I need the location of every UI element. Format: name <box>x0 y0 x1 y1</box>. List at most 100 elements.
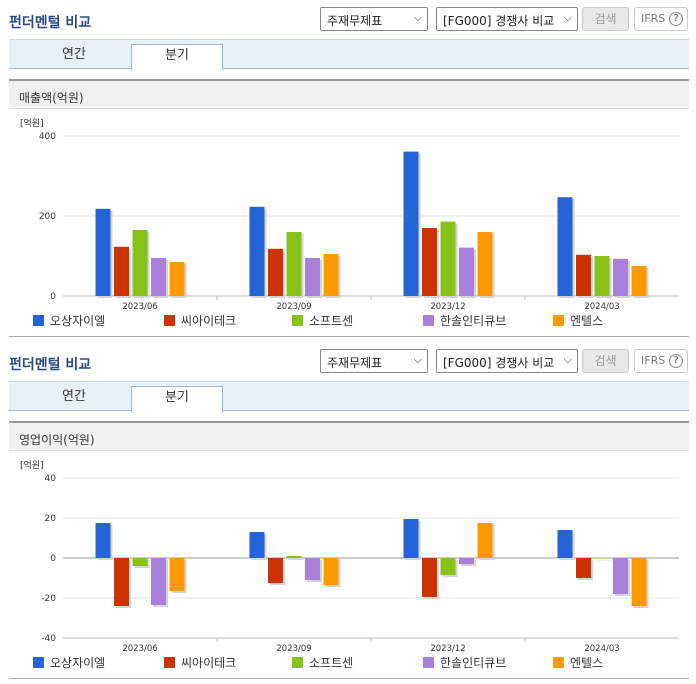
bar <box>305 258 320 296</box>
y-tick-label: 20 <box>45 514 57 524</box>
bar <box>268 248 283 296</box>
help-icon[interactable]: ? <box>669 354 683 368</box>
legend-swatch <box>423 315 434 326</box>
bar <box>576 558 591 578</box>
unit-label: [억원] <box>20 117 44 129</box>
select-value: 주재무제표 <box>327 356 383 370</box>
y-tick-label: -20 <box>41 594 56 604</box>
fundamental-panel-operating-profit: 펀더멘털 비교 주재무제표 ⌵ [FG000] 경쟁사 비교 ⌵ 검색 IFRS… <box>0 342 696 684</box>
chevron-down-icon: ⌵ <box>563 353 572 366</box>
bar <box>95 523 111 558</box>
bar <box>403 519 419 558</box>
x-tick-label: 2023/09 <box>276 644 311 654</box>
statement-type-select[interactable]: 주재무제표 ⌵ <box>320 349 428 373</box>
y-tick-label: 0 <box>50 292 56 302</box>
bar <box>268 558 283 583</box>
bar <box>557 197 573 296</box>
bar <box>95 208 111 296</box>
select-value: [FG000] 경쟁사 비교 <box>443 14 555 28</box>
x-tick-label: 2023/09 <box>276 302 311 312</box>
bar <box>477 232 493 296</box>
select-value: 주재무제표 <box>327 14 383 28</box>
operating-profit-chart: [억원] -40 -20 0 20 40 2023/06 2023/09 2023/12 2024… <box>20 459 679 670</box>
sales-chart: [억원] 0 200 400 2023/06 2023/09 2023/12 2024/03 오… <box>20 117 679 328</box>
bar <box>631 558 647 606</box>
bar <box>477 523 493 558</box>
metric-heading: 영업이익(억원) <box>9 421 689 451</box>
divider <box>9 678 689 679</box>
comparison-group-select[interactable]: [FG000] 경쟁사 비교 ⌵ <box>436 349 578 373</box>
x-tick-label: 2024/03 <box>584 302 619 312</box>
ifrs-button[interactable]: IFRS ? <box>634 7 688 31</box>
bar <box>613 258 628 296</box>
comparison-group-select[interactable]: [FG000] 경쟁사 비교 ⌵ <box>436 7 578 31</box>
y-tick-label: 40 <box>45 474 57 484</box>
ifrs-button[interactable]: IFRS ? <box>634 349 688 373</box>
bar <box>576 254 591 296</box>
legend-swatch <box>164 657 175 668</box>
legend-label: 소프트센 <box>309 314 353 328</box>
period-tabs: 연간 분기 <box>9 381 689 413</box>
bar <box>440 221 456 296</box>
legend-label: 엔텔스 <box>570 314 603 328</box>
bar <box>594 558 610 559</box>
bar <box>323 558 339 585</box>
tab-quarterly[interactable]: 분기 <box>131 386 223 413</box>
bar-shadow <box>288 558 304 560</box>
select-value: [FG000] 경쟁사 비교 <box>443 356 555 370</box>
y-tick-label: 200 <box>39 212 56 222</box>
legend-label: 한솔인티큐브 <box>440 314 506 328</box>
legend-label: 엔텔스 <box>570 656 603 670</box>
divider <box>9 336 689 337</box>
search-button[interactable]: 검색 <box>582 7 629 31</box>
chevron-down-icon: ⌵ <box>413 353 422 366</box>
bar <box>249 206 265 296</box>
legend-label: 오상자이엘 <box>50 656 105 670</box>
unit-label: [억원] <box>20 459 44 471</box>
tab-annual[interactable]: 연간 <box>62 389 86 404</box>
y-tick-label: -40 <box>41 634 56 644</box>
bar <box>132 230 148 296</box>
bar <box>613 558 628 594</box>
bar <box>151 558 166 605</box>
tab-annual[interactable]: 연간 <box>62 47 86 62</box>
x-tick-label: 2024/03 <box>584 644 619 654</box>
legend-swatch <box>164 315 175 326</box>
search-button[interactable]: 검색 <box>582 349 629 373</box>
legend-swatch <box>423 657 434 668</box>
fundamental-panel-sales: 펀더멘털 비교 주재무제표 ⌵ [FG000] 경쟁사 비교 ⌵ 검색 IFRS… <box>0 0 696 337</box>
bar <box>422 228 437 296</box>
bar <box>169 558 185 591</box>
bar <box>422 558 437 597</box>
period-tabs: 연간 분기 <box>9 39 689 71</box>
tab-quarterly[interactable]: 분기 <box>131 44 223 71</box>
bar <box>594 256 610 296</box>
legend-label: 소프트센 <box>309 656 353 670</box>
bar <box>403 151 419 296</box>
legend-swatch <box>292 657 303 668</box>
x-tick-label: 2023/06 <box>122 302 157 312</box>
legend-swatch <box>553 657 564 668</box>
bar <box>323 254 339 296</box>
legend-swatch <box>33 657 44 668</box>
bar <box>459 247 474 296</box>
ifrs-label: IFRS <box>641 12 666 25</box>
bar <box>286 556 302 558</box>
metric-heading: 매출액(억원) <box>9 79 689 109</box>
y-tick-label: 0 <box>50 554 56 564</box>
bar <box>305 558 320 580</box>
legend-swatch <box>553 315 564 326</box>
panel-toolbar: 펀더멘털 비교 주재무제표 ⌵ [FG000] 경쟁사 비교 ⌵ 검색 IFRS… <box>0 0 696 38</box>
legend-label: 씨아이테크 <box>181 656 236 670</box>
legend-label: 한솔인티큐브 <box>440 656 506 670</box>
bar <box>249 532 265 558</box>
bar-shadow <box>596 560 612 561</box>
bar <box>459 558 474 564</box>
legend-swatch <box>33 315 44 326</box>
help-icon[interactable]: ? <box>669 12 683 26</box>
x-tick-label: 2023/12 <box>430 644 465 654</box>
bar <box>151 258 166 296</box>
bar <box>114 246 129 296</box>
bar <box>132 558 148 566</box>
statement-type-select[interactable]: 주재무제표 ⌵ <box>320 7 428 31</box>
